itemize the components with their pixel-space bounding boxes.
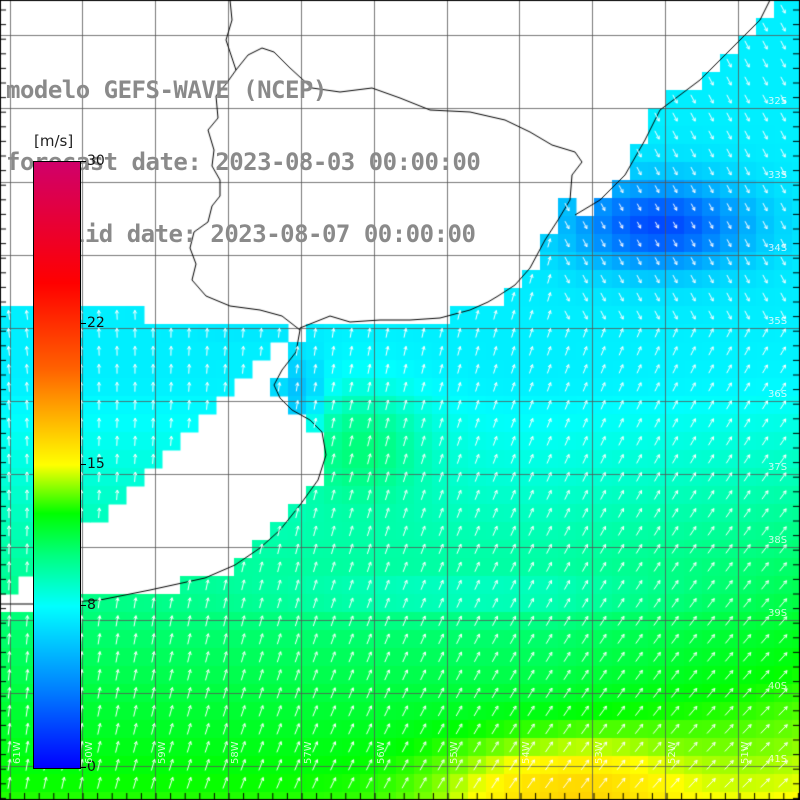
- longitude-label: 54W: [521, 741, 532, 764]
- colorbar-tick-mark: [80, 322, 86, 324]
- colorbar-tick-label: 30: [87, 153, 105, 169]
- latitude-label: 36S: [768, 389, 788, 400]
- colorbar-tick-mark: [80, 767, 86, 768]
- latitude-label: 32S: [768, 96, 788, 107]
- longitude-label: 55W: [449, 741, 460, 764]
- colorbar-tick-label: 8: [87, 597, 96, 614]
- longitude-label: 56W: [376, 741, 387, 764]
- longitude-label: 52W: [667, 741, 678, 764]
- colorbar-tick-label: 15: [87, 456, 105, 472]
- longitude-label: 51W: [740, 741, 751, 764]
- longitude-label: 59W: [157, 741, 168, 764]
- longitude-label: 53W: [594, 741, 605, 764]
- latitude-label: 38S: [768, 535, 788, 546]
- latitude-label: 37S: [768, 462, 788, 473]
- colorbar-tick-mark: [80, 605, 86, 607]
- latitude-label: 39S: [768, 608, 788, 619]
- colorbar-tick-mark: [80, 464, 86, 465]
- longitude-label: 58W: [230, 741, 241, 764]
- colorbar: [33, 161, 81, 769]
- model-title: modelo GEFS-WAVE (NCEP): [6, 76, 327, 104]
- longitude-label: 61W: [12, 741, 23, 764]
- latitude-label: 35S: [768, 316, 788, 327]
- colorbar-tick-mark: [80, 161, 86, 162]
- latitude-label: 34S: [768, 243, 788, 254]
- colorbar-unit: [m/s]: [34, 132, 74, 150]
- longitude-label: 57W: [303, 741, 314, 764]
- colorbar-tick-label: 0: [87, 759, 96, 775]
- latitude-label: 41S: [768, 754, 788, 765]
- latitude-label: 40S: [768, 681, 788, 692]
- colorbar-tick-label: 22: [87, 314, 105, 331]
- latitude-label: 33S: [768, 170, 788, 181]
- longitude-label: 60W: [84, 741, 95, 764]
